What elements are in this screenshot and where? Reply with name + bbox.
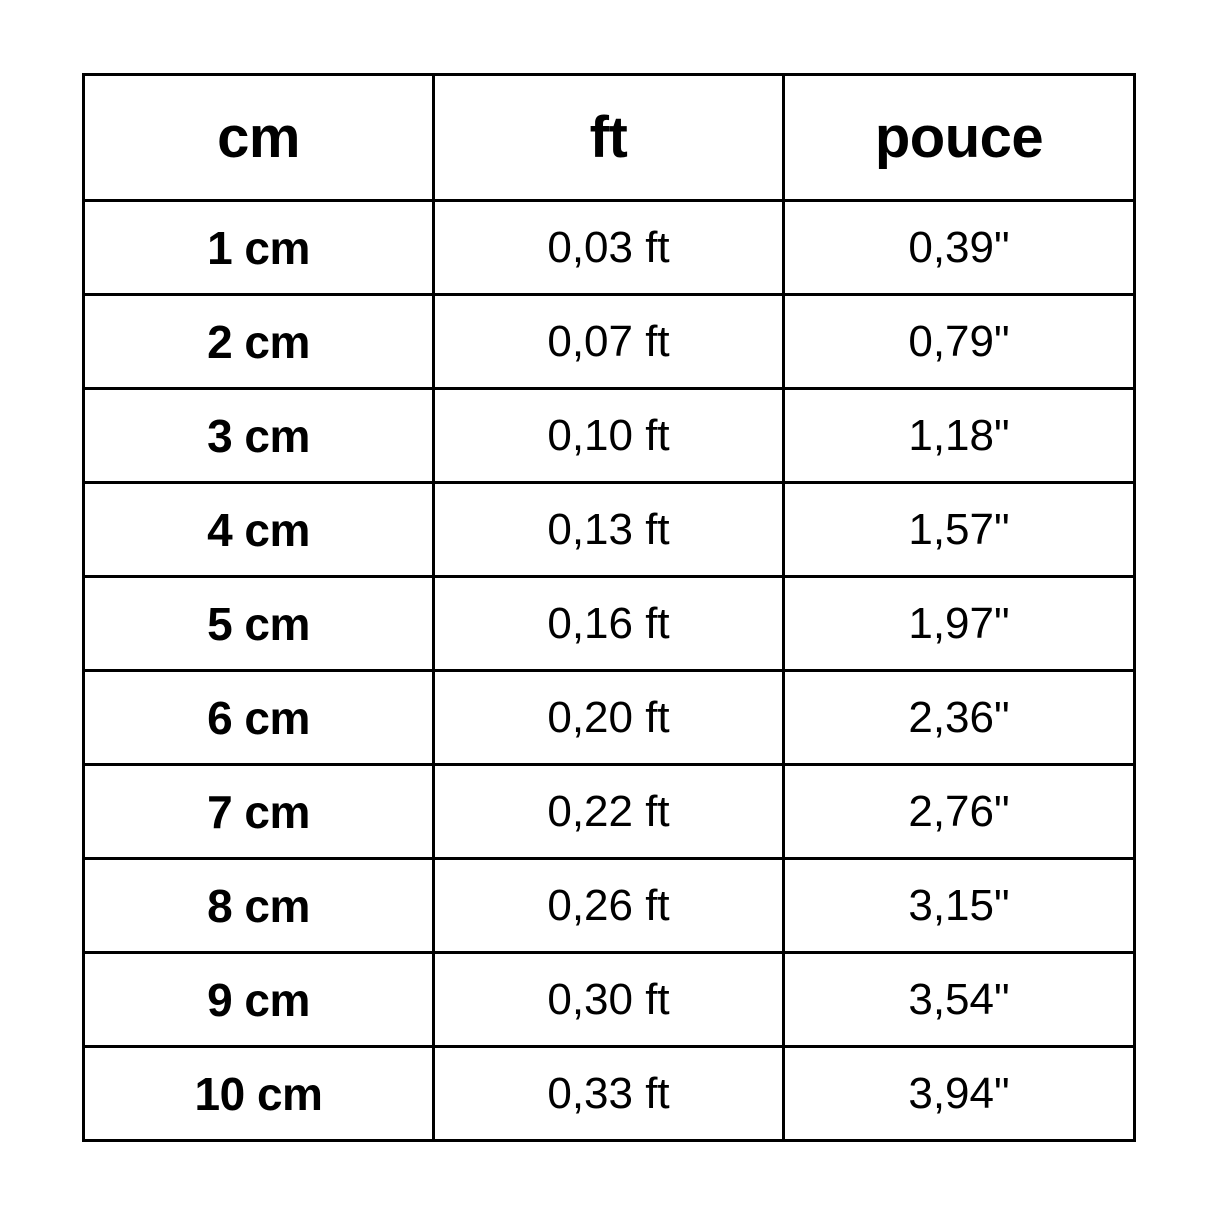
- cell-pouce: 1,18": [782, 387, 1136, 484]
- table-row: 3 cm 0,10 ft 1,18": [82, 387, 1136, 484]
- conversion-table: cm ft pouce 1 cm 0,03 ft 0,39" 2 cm 0,07…: [82, 73, 1136, 1142]
- cell-ft: 0,22 ft: [432, 763, 785, 860]
- cell-cm: 9 cm: [82, 951, 435, 1048]
- cell-cm: 2 cm: [82, 293, 435, 390]
- table-row: 2 cm 0,07 ft 0,79": [82, 293, 1136, 390]
- cell-ft: 0,03 ft: [432, 199, 785, 296]
- cell-ft: 0,16 ft: [432, 575, 785, 672]
- cell-cm: 5 cm: [82, 575, 435, 672]
- cell-cm: 6 cm: [82, 669, 435, 766]
- table-row: 4 cm 0,13 ft 1,57": [82, 481, 1136, 578]
- cell-pouce: 3,15": [782, 857, 1136, 954]
- cell-ft: 0,26 ft: [432, 857, 785, 954]
- table-body: 1 cm 0,03 ft 0,39" 2 cm 0,07 ft 0,79" 3 …: [82, 199, 1136, 1142]
- cell-cm: 4 cm: [82, 481, 435, 578]
- table-row: 8 cm 0,26 ft 3,15": [82, 857, 1136, 954]
- cell-ft: 0,10 ft: [432, 387, 785, 484]
- cell-pouce: 1,57": [782, 481, 1136, 578]
- cell-pouce: 0,79": [782, 293, 1136, 390]
- cell-cm: 3 cm: [82, 387, 435, 484]
- table-row: 7 cm 0,22 ft 2,76": [82, 763, 1136, 860]
- table-header-row: cm ft pouce: [82, 73, 1136, 202]
- cell-cm: 10 cm: [82, 1045, 435, 1142]
- cell-pouce: 2,36": [782, 669, 1136, 766]
- cell-pouce: 0,39": [782, 199, 1136, 296]
- cell-ft: 0,33 ft: [432, 1045, 785, 1142]
- cell-cm: 8 cm: [82, 857, 435, 954]
- table-row: 10 cm 0,33 ft 3,94": [82, 1045, 1136, 1142]
- cell-pouce: 3,94": [782, 1045, 1136, 1142]
- table-row: 9 cm 0,30 ft 3,54": [82, 951, 1136, 1048]
- column-header-pouce: pouce: [782, 73, 1136, 202]
- cell-pouce: 1,97": [782, 575, 1136, 672]
- cell-ft: 0,30 ft: [432, 951, 785, 1048]
- cell-pouce: 3,54": [782, 951, 1136, 1048]
- cell-ft: 0,20 ft: [432, 669, 785, 766]
- cell-ft: 0,13 ft: [432, 481, 785, 578]
- cell-cm: 7 cm: [82, 763, 435, 860]
- table-row: 5 cm 0,16 ft 1,97": [82, 575, 1136, 672]
- table-row: 1 cm 0,03 ft 0,39": [82, 199, 1136, 296]
- cell-cm: 1 cm: [82, 199, 435, 296]
- column-header-ft: ft: [432, 73, 785, 202]
- table-row: 6 cm 0,20 ft 2,36": [82, 669, 1136, 766]
- column-header-cm: cm: [82, 73, 435, 202]
- table-header: cm ft pouce: [82, 73, 1136, 202]
- cell-ft: 0,07 ft: [432, 293, 785, 390]
- cell-pouce: 2,76": [782, 763, 1136, 860]
